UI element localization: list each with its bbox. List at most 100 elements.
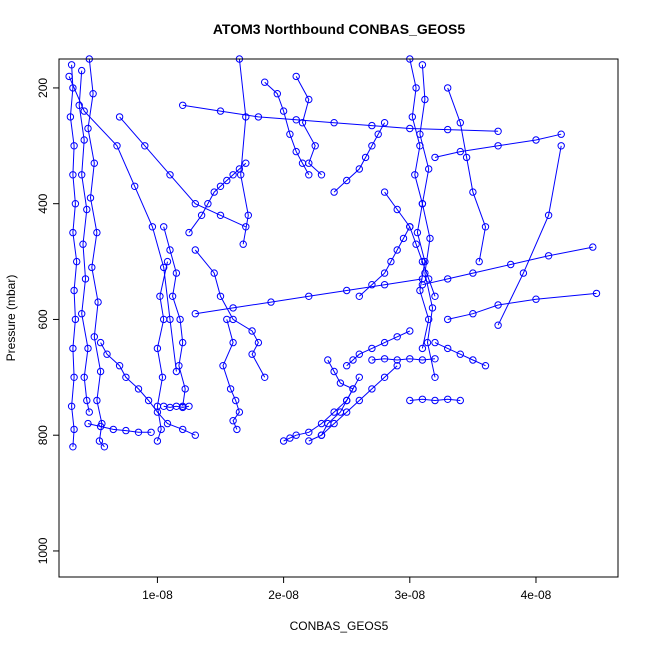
data-point [456, 350, 464, 358]
data-point [444, 344, 452, 353]
series-24 [494, 142, 565, 329]
data-point [81, 275, 90, 283]
data-point [393, 356, 401, 364]
series-20 [406, 395, 464, 405]
data-point [248, 350, 256, 358]
data-point [261, 373, 269, 381]
series-line [333, 122, 386, 193]
series-line [163, 405, 190, 408]
data-point [254, 113, 263, 121]
data-point [406, 124, 414, 133]
data-point [80, 107, 88, 115]
data-point [475, 257, 483, 266]
data-point [242, 113, 250, 121]
data-point [336, 379, 345, 387]
data-point [156, 292, 164, 300]
plot-frame [58, 58, 619, 578]
series-14 [317, 362, 401, 439]
data-point [229, 171, 237, 179]
series-line [447, 87, 487, 262]
data-point [380, 269, 389, 277]
data-point [494, 127, 502, 136]
data-point [242, 223, 250, 231]
data-point [191, 200, 200, 208]
data-point [412, 240, 420, 248]
data-point [90, 333, 99, 341]
data-point [279, 107, 288, 115]
data-point [197, 211, 206, 220]
data-point [431, 355, 439, 363]
data-point [557, 142, 565, 150]
data-point [469, 269, 477, 277]
data-point [311, 142, 319, 150]
data-point [393, 246, 401, 254]
data-point [428, 304, 437, 312]
data-point [78, 310, 86, 318]
data-point [418, 257, 427, 266]
data-point [75, 101, 83, 110]
series-25 [444, 289, 601, 324]
data-point [70, 142, 78, 150]
series-line [264, 81, 310, 176]
data-point [426, 234, 434, 243]
data-point [84, 419, 92, 428]
data-point [343, 408, 351, 416]
data-point [444, 315, 452, 324]
data-point [317, 431, 326, 439]
data-point [421, 257, 429, 266]
series-32 [380, 188, 439, 300]
data-point [343, 396, 351, 405]
y-tick-label: 200 [36, 78, 50, 98]
data-point [191, 431, 200, 439]
data-point [374, 130, 382, 138]
data-point [380, 281, 389, 289]
series-23 [431, 130, 565, 162]
data-point [160, 223, 168, 231]
data-point [368, 142, 376, 150]
data-point [418, 61, 427, 69]
data-point [191, 246, 200, 254]
series-line [163, 226, 186, 407]
data-point [175, 362, 183, 370]
data-point [292, 72, 300, 81]
axes: 1e-08 2e-08 3e-08 4e-08 200 400 600 800 1000 [36, 78, 552, 602]
data-point [532, 295, 540, 303]
data-point [235, 408, 244, 416]
data-point [134, 385, 143, 393]
data-point [261, 78, 269, 86]
data-point [166, 171, 174, 179]
series-line [194, 249, 266, 378]
data-point [330, 119, 338, 127]
series-line [87, 58, 105, 448]
data-point [122, 373, 130, 381]
data-point [166, 246, 174, 254]
series-3 [65, 72, 181, 376]
chart-title: ATOM3 Northbound CONBAS_GEOS5 [213, 21, 465, 37]
data-point [305, 95, 313, 104]
data-point [144, 396, 153, 405]
data-point [229, 304, 237, 312]
data-point [292, 431, 300, 439]
data-point [406, 355, 414, 363]
series-30 [292, 72, 326, 179]
series-line [195, 278, 423, 315]
series-27 [179, 101, 502, 136]
data-point [229, 417, 237, 425]
series-line [188, 162, 247, 233]
data-point [406, 223, 414, 231]
data-point [349, 385, 357, 393]
y-tick-label: 800 [36, 425, 50, 445]
data-point [160, 263, 168, 272]
data-point [305, 428, 313, 436]
data-point [418, 281, 427, 289]
data-point [122, 426, 130, 435]
data-point [425, 275, 433, 283]
series-layer [65, 55, 601, 451]
series-line [182, 104, 499, 132]
data-point [431, 396, 439, 405]
data-point [210, 269, 218, 277]
data-point [181, 385, 189, 393]
data-point [232, 396, 240, 405]
data-point [469, 310, 477, 318]
data-point [355, 373, 363, 381]
